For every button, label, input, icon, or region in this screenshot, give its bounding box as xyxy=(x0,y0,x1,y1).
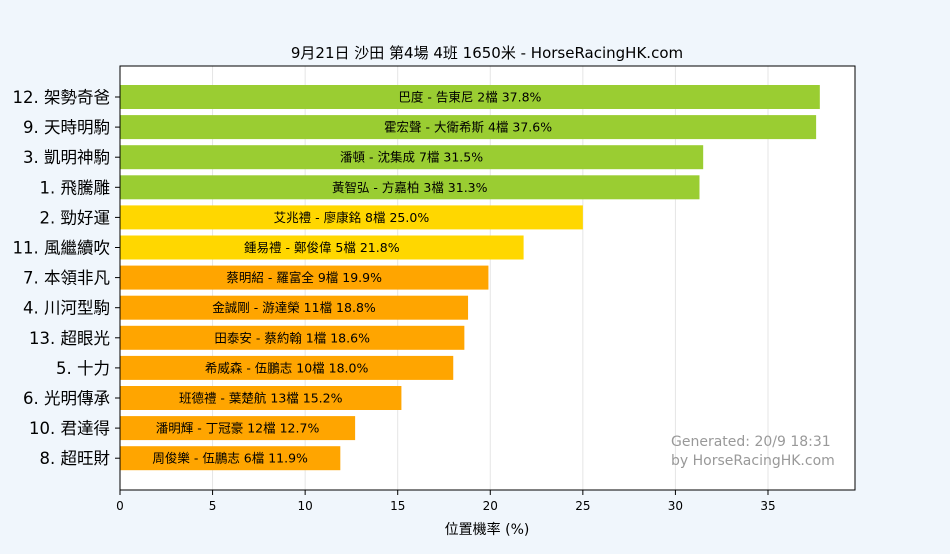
x-tick-label: 0 xyxy=(116,499,124,513)
y-tick-label: 11. 風繼續吹 xyxy=(13,239,111,258)
y-tick-label: 1. 飛騰雕 xyxy=(40,178,111,197)
x-tick-label: 35 xyxy=(760,499,775,513)
bar-labels: 巴度 - 告東尼 2檔 37.8% 霍宏聲 - 大衛希斯 4檔 37.6% 潘頓 -… xyxy=(152,90,552,466)
x-axis-ticks: 0 5 10 15 20 25 30 35 xyxy=(116,490,776,513)
bar-data-label: 周俊樂 - 伍鵬志 6檔 11.9% xyxy=(152,451,308,466)
bar-data-label: 金誠剛 - 游達榮 11檔 18.8% xyxy=(212,300,376,315)
y-tick-label: 7. 本領非凡 xyxy=(23,269,110,288)
bar xyxy=(120,205,583,230)
bar xyxy=(120,355,454,380)
y-tick-label: 2. 勁好運 xyxy=(40,208,111,227)
y-tick-label: 3. 凱明神駒 xyxy=(23,148,110,167)
x-tick-label: 20 xyxy=(483,499,498,513)
x-tick-label: 10 xyxy=(297,499,312,513)
bar-data-label: 班德禮 - 葉楚航 13檔 15.2% xyxy=(179,391,343,406)
y-tick-label: 10. 君達得 xyxy=(29,419,110,438)
y-tick-label: 5. 十力 xyxy=(56,359,110,378)
bar xyxy=(120,325,465,350)
bar-data-label: 黃智弘 - 方嘉柏 3檔 31.3% xyxy=(332,180,488,195)
x-tick-label: 25 xyxy=(575,499,590,513)
bar xyxy=(120,295,469,320)
bar-data-label: 田泰安 - 蔡約翰 1檔 18.6% xyxy=(214,330,370,345)
y-tick-label: 8. 超旺財 xyxy=(40,449,111,468)
bar xyxy=(120,175,700,200)
y-tick-label: 13. 超眼光 xyxy=(29,329,110,348)
chart-title: 9月21日 沙田 第4場 4班 1650米 - HorseRacingHK.co… xyxy=(291,44,683,62)
watermark-line-1: Generated: 20/9 18:31 xyxy=(671,434,831,450)
x-axis-label: 位置機率 (%) xyxy=(445,521,530,538)
x-tick-label: 15 xyxy=(390,499,405,513)
bar-data-label: 霍宏聲 - 大衛希斯 4檔 37.6% xyxy=(384,120,552,135)
y-axis-tick-labels: 12. 架勢奇爸 9. 天時明駒 3. 凱明神駒 1. 飛騰雕 2. 勁好運 11. 風繼… xyxy=(13,88,120,468)
y-tick-label: 4. 川河型駒 xyxy=(23,299,110,318)
bars xyxy=(120,85,820,471)
bar xyxy=(120,265,489,290)
bar-data-label: 潘明輝 - 丁冠豪 12檔 12.7% xyxy=(156,421,320,436)
bar xyxy=(120,115,817,140)
x-tick-label: 30 xyxy=(668,499,683,513)
bar-data-label: 巴度 - 告東尼 2檔 37.8% xyxy=(398,90,541,105)
bar-data-label: 潘頓 - 沈集成 7檔 31.5% xyxy=(340,150,483,165)
bar xyxy=(120,235,524,260)
bar xyxy=(120,416,356,441)
bar-data-label: 鍾易禮 - 鄭俊偉 5檔 21.8% xyxy=(244,240,400,255)
bar xyxy=(120,386,402,410)
bar xyxy=(120,446,341,471)
bar xyxy=(120,85,820,109)
plot-frame xyxy=(119,65,856,491)
y-tick-label: 6. 光明傳承 xyxy=(23,389,110,408)
bar xyxy=(120,145,704,170)
y-tick-label: 12. 架勢奇爸 xyxy=(13,88,111,107)
x-tick-label: 5 xyxy=(209,499,217,513)
bar-data-label: 艾兆禮 - 廖康銘 8檔 25.0% xyxy=(274,210,430,225)
watermark-line-2: by HorseRacingHK.com xyxy=(671,453,835,469)
y-tick-label: 9. 天時明駒 xyxy=(23,118,110,137)
bar-data-label: 蔡明紹 - 羅富全 9檔 19.9% xyxy=(226,270,382,285)
bar-data-label: 希威森 - 伍鵬志 10檔 18.0% xyxy=(205,360,369,375)
